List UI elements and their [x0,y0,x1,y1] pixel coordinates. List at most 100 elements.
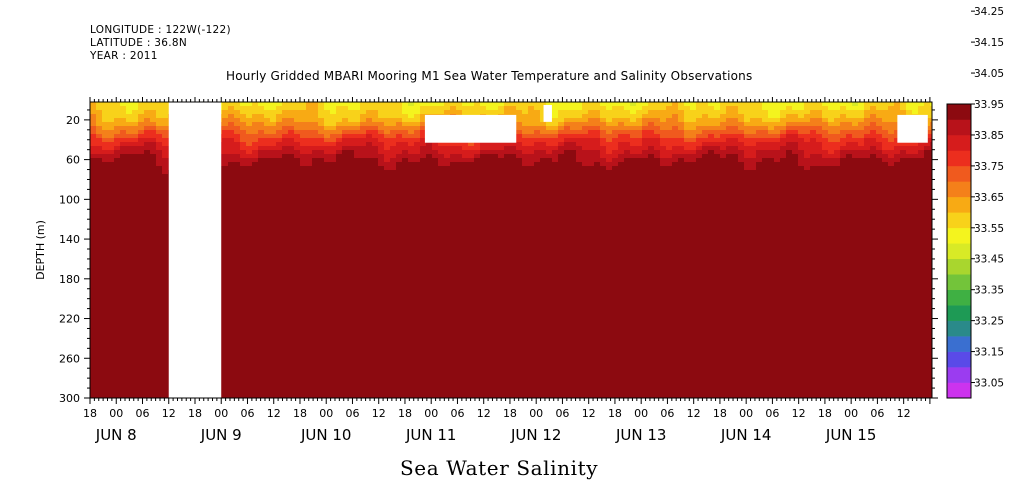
salinity-cell [288,302,295,307]
salinity-cell [372,258,379,263]
salinity-cell [258,302,265,307]
salinity-cell [240,230,247,235]
salinity-cell [102,214,109,219]
salinity-cell [384,194,391,199]
salinity-cell [372,222,379,227]
salinity-cell [294,206,301,211]
salinity-cell [300,186,307,191]
salinity-cell [378,174,385,179]
salinity-cell [222,214,229,219]
salinity-cell [450,294,457,299]
salinity-cell [222,370,229,375]
salinity-cell [306,342,313,347]
salinity-cell [132,282,139,287]
salinity-cell [474,154,481,159]
salinity-cell [222,354,229,359]
salinity-cell [240,338,247,343]
salinity-cell [114,170,121,175]
salinity-cell [306,326,313,331]
salinity-cell [330,274,337,279]
salinity-cell [282,110,289,115]
salinity-cell [114,218,121,223]
salinity-cell [120,362,127,367]
salinity-cell [96,294,103,299]
salinity-cell [342,214,349,219]
salinity-cell [444,198,451,203]
salinity-cell [420,174,427,179]
salinity-cell [390,162,397,167]
salinity-cell [342,198,349,203]
salinity-cell [444,202,451,207]
salinity-cell [246,150,253,155]
salinity-cell [348,222,355,227]
salinity-cell [114,282,121,287]
salinity-cell [276,182,283,187]
salinity-cell [438,202,445,207]
salinity-cell [378,134,385,139]
salinity-cell [234,218,241,223]
salinity-cell [282,134,289,139]
salinity-cell [270,330,277,335]
salinity-cell [96,222,103,227]
salinity-cell [426,214,433,219]
salinity-cell [336,238,343,243]
salinity-cell [156,378,163,383]
salinity-cell [222,186,229,191]
salinity-cell [336,190,343,195]
salinity-cell [372,298,379,303]
salinity-cell [222,334,229,339]
salinity-cell [252,226,259,231]
salinity-cell [438,178,445,183]
salinity-cell [102,326,109,331]
salinity-cell [126,278,133,283]
salinity-cell [324,158,331,163]
salinity-cell [258,170,265,175]
salinity-cell [390,110,397,115]
salinity-cell [222,202,229,207]
salinity-cell [252,194,259,199]
salinity-cell [114,330,121,335]
salinity-cell [348,370,355,375]
salinity-cell [492,186,499,191]
salinity-cell [276,134,283,139]
salinity-cell [468,362,475,367]
salinity-cell [462,262,469,267]
salinity-cell [342,194,349,199]
salinity-cell [234,166,241,171]
salinity-cell [432,318,439,323]
salinity-cell [372,170,379,175]
salinity-cell [408,166,415,171]
salinity-cell [414,230,421,235]
salinity-cell [108,246,115,251]
salinity-cell [480,358,487,363]
salinity-cell [306,114,313,119]
salinity-cell [378,310,385,315]
salinity-cell [264,314,271,319]
salinity-cell [282,226,289,231]
salinity-cell [252,362,259,367]
salinity-cell [102,366,109,371]
salinity-cell [450,302,457,307]
salinity-cell [108,314,115,319]
salinity-cell [468,246,475,251]
salinity-cell [114,118,121,123]
salinity-cell [390,178,397,183]
salinity-cell [354,206,361,211]
salinity-cell [366,162,373,167]
salinity-cell [114,286,121,291]
salinity-cell [480,206,487,211]
salinity-cell [240,226,247,231]
salinity-cell [294,386,301,391]
salinity-cell [132,234,139,239]
salinity-cell [492,182,499,187]
salinity-cell [348,110,355,115]
salinity-cell [252,214,259,219]
salinity-cell [228,282,235,287]
salinity-cell [300,338,307,343]
salinity-cell [336,206,343,211]
salinity-cell [480,302,487,307]
salinity-cell [120,154,127,159]
salinity-cell [348,210,355,215]
salinity-cell [312,158,319,163]
salinity-cell [474,330,481,335]
